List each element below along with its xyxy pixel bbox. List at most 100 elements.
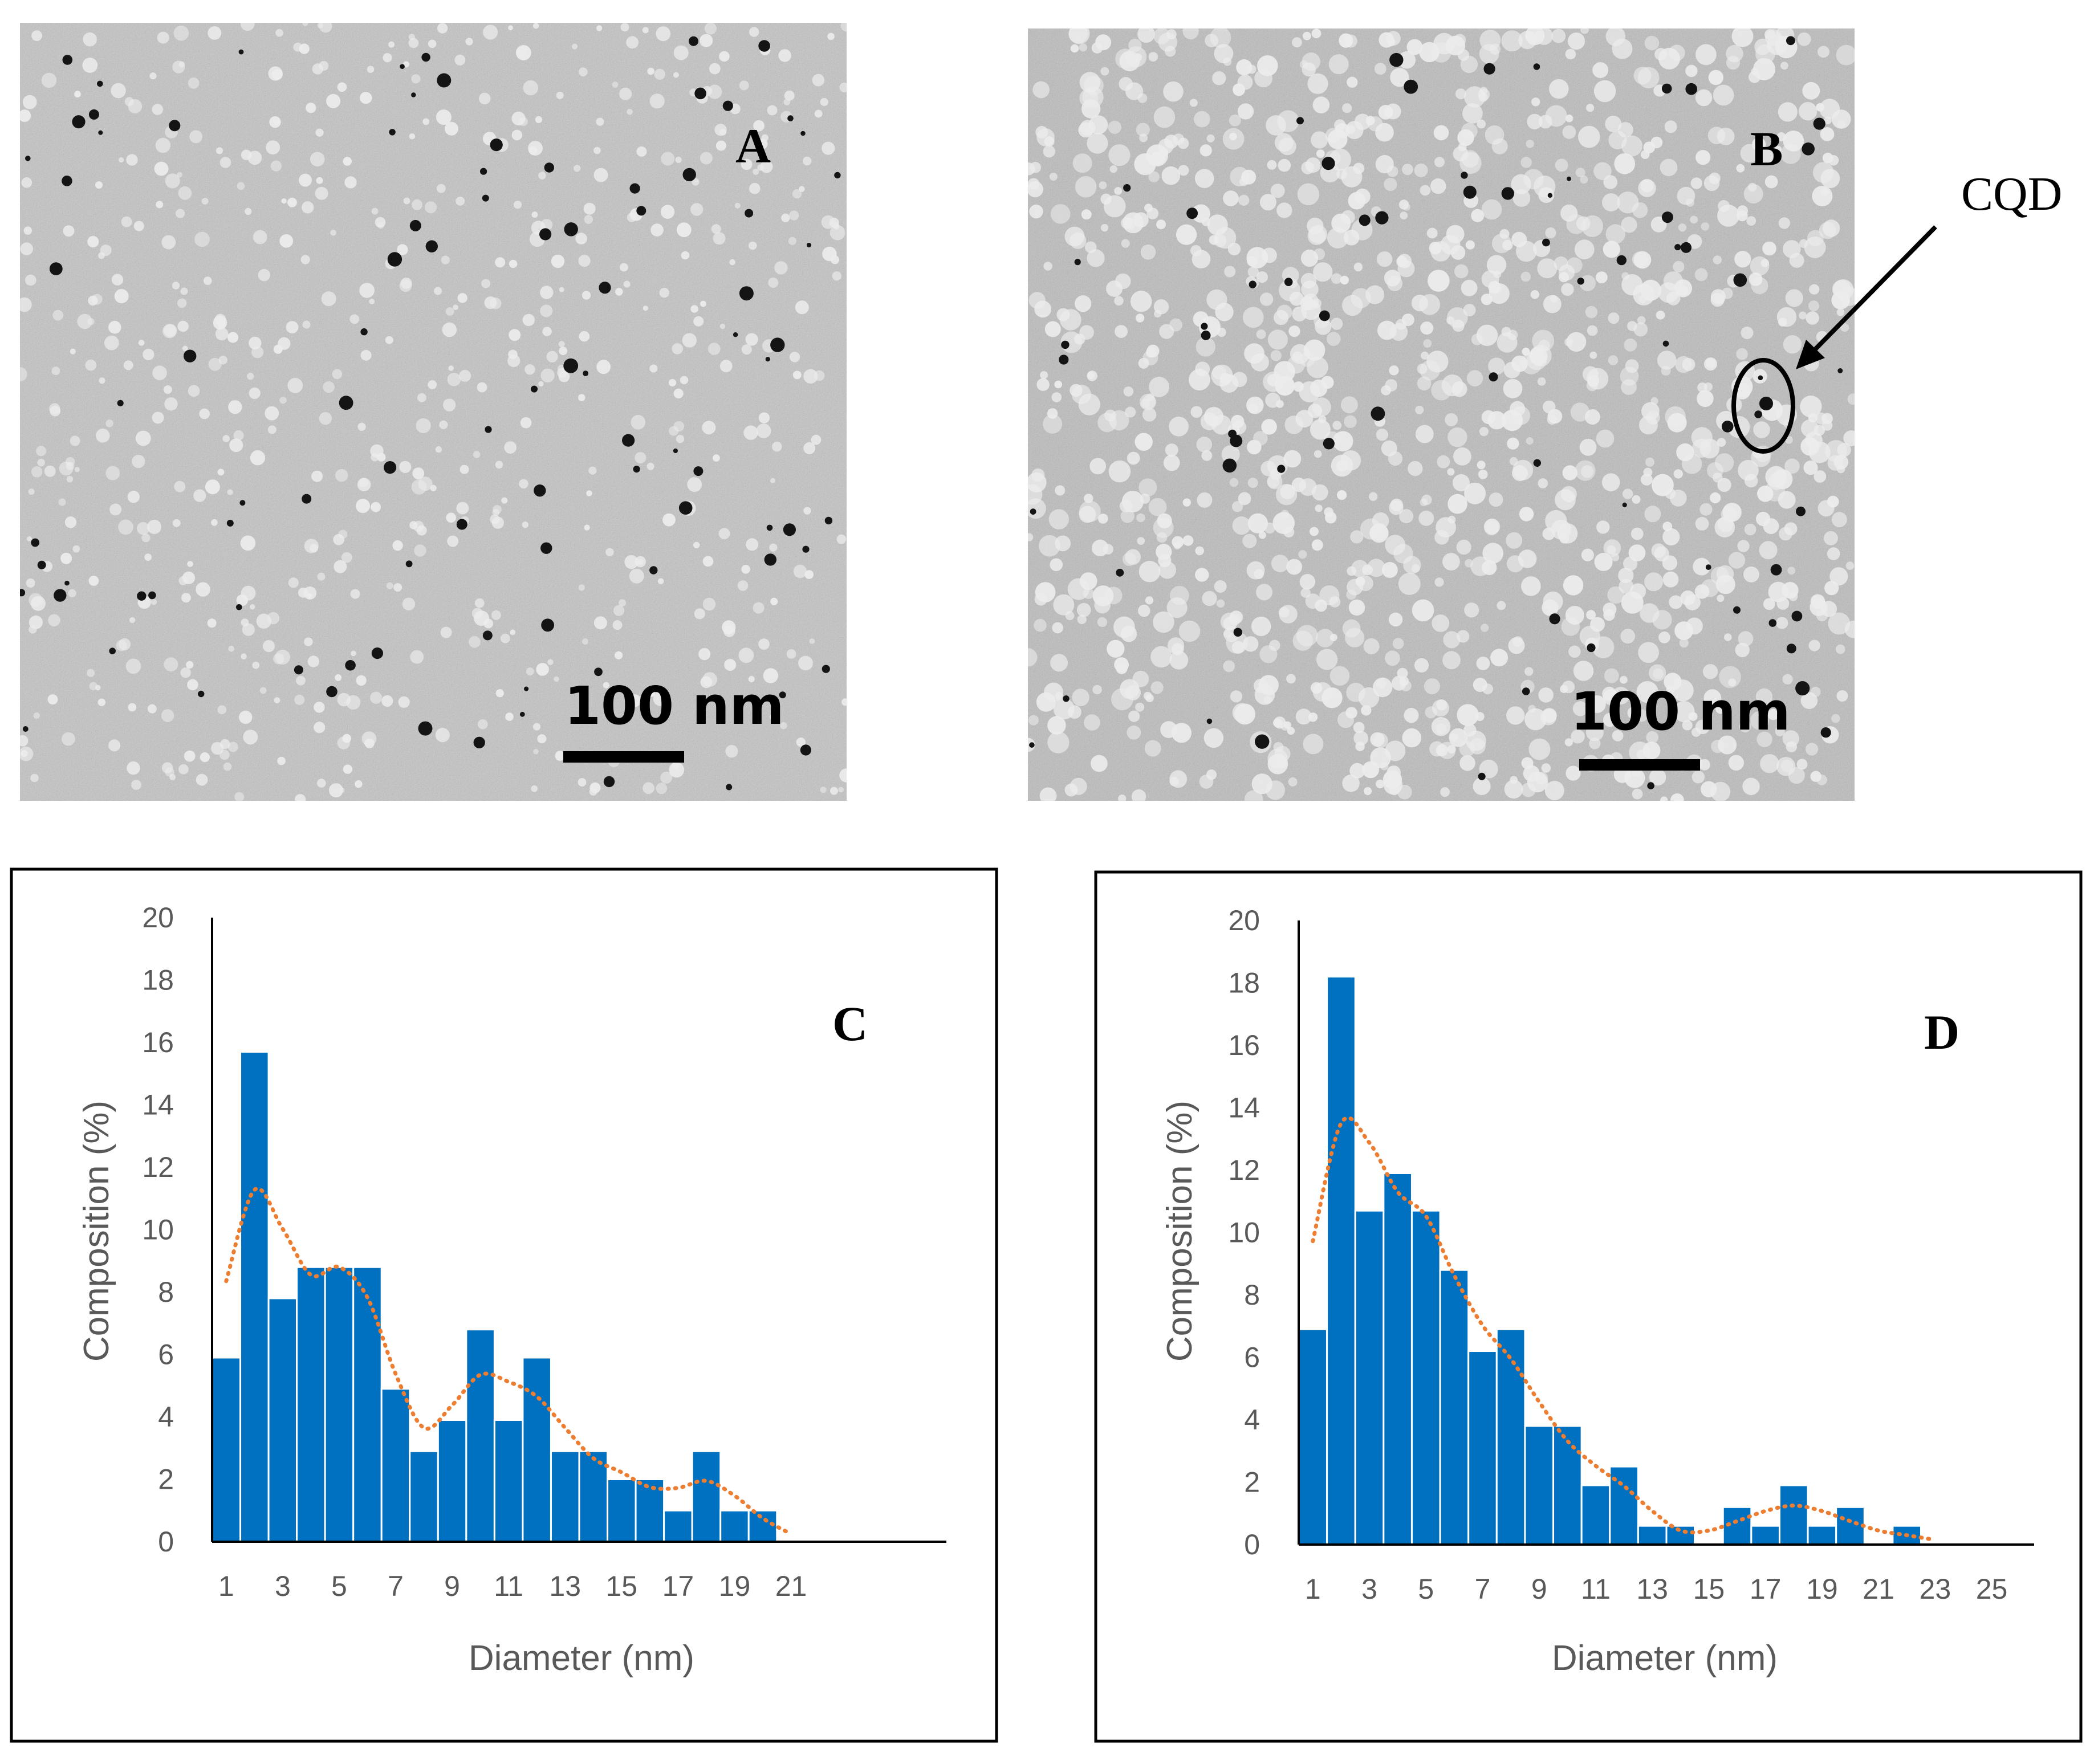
chart-c-frame [10, 867, 998, 1743]
chart-d-x-tick-labels: 1 3 5 7 9 11 13 15 17 19 21 23 25 [1305, 1573, 2007, 1605]
nanoparticle-dots-a [20, 23, 847, 801]
chart-d-x-tick-25: 25 [1976, 1573, 2008, 1605]
cqd-dot [1759, 397, 1773, 410]
chart-c-bar-14 [578, 1450, 609, 1543]
chart-d-y-tick-20: 20 [1228, 905, 1260, 936]
chart-d-bar-17 [1750, 1525, 1780, 1546]
chart-c-x-tick-17: 17 [662, 1570, 694, 1602]
scale-bar-b [1579, 759, 1700, 771]
chart-d-x-tick-3: 3 [1361, 1573, 1377, 1605]
chart-c-x-tick-5: 5 [331, 1570, 347, 1602]
chart-d-x-tick-11: 11 [1581, 1573, 1611, 1605]
chart-c-bar-7 [380, 1388, 411, 1543]
chart-d-x-axis-title: Diameter (nm) [1552, 1639, 1778, 1678]
chart-c-bar-4 [296, 1266, 326, 1543]
chart-c-y-tick-20: 20 [142, 902, 174, 934]
chart-c-x-tick-labels: 1 3 5 7 9 11 13 15 17 19 21 [218, 1570, 807, 1602]
chart-c-y-tick-14: 14 [142, 1089, 174, 1121]
chart-c-bar-17 [663, 1509, 693, 1543]
chart-d-bar-6 [1439, 1269, 1470, 1546]
chart-d-axes [1298, 920, 2034, 1546]
chart-c-x-tick-21: 21 [775, 1570, 807, 1602]
chart-c-y-tick-16: 16 [142, 1026, 174, 1058]
chart-c-bar-8 [409, 1450, 439, 1543]
panel-label-d: D [1924, 1005, 1959, 1060]
chart-d-bar-7 [1467, 1350, 1498, 1546]
chart-c-bars [211, 1050, 778, 1543]
chart-d-y-tick-4: 4 [1244, 1404, 1260, 1436]
chart-d-x-tick-5: 5 [1418, 1573, 1434, 1605]
chart-c-bar-9 [437, 1419, 467, 1543]
chart-c-y-tick-6: 6 [158, 1339, 174, 1371]
tem-image-a: A 100 nm [20, 23, 847, 801]
chart-c-x-tick-19: 19 [719, 1570, 751, 1602]
chart-d-y-tick-12: 12 [1228, 1154, 1260, 1186]
chart-d-y-tick-8: 8 [1244, 1279, 1260, 1311]
chart-d-bars [1298, 976, 1922, 1546]
chart-c-x-axis-title: Diameter (nm) [469, 1639, 694, 1678]
chart-c-bar-12 [522, 1356, 552, 1543]
nanoparticle-dots-b [1028, 28, 1855, 801]
chart-d-bar-14 [1665, 1525, 1696, 1546]
chart-c-bar-19 [719, 1509, 750, 1543]
chart-c-x-tick-1: 1 [218, 1570, 234, 1602]
chart-d-y-tick-10: 10 [1228, 1217, 1260, 1249]
chart-c-bar-6 [352, 1266, 383, 1543]
chart-d-bar-13 [1637, 1525, 1668, 1546]
chart-c-bar-5 [324, 1266, 355, 1543]
chart-c-axes [211, 918, 946, 1543]
panel-label-b: B [1750, 121, 1783, 176]
chart-c-trendline [224, 1186, 793, 1536]
chart-d-x-tick-9: 9 [1531, 1573, 1547, 1605]
scale-bar-label-a: 100 nm [564, 675, 784, 736]
chart-d-y-tick-6: 6 [1244, 1342, 1260, 1374]
cqd-arrow [1796, 225, 1937, 369]
chart-c-x-tick-11: 11 [494, 1570, 523, 1602]
chart-d-bar-2 [1326, 976, 1356, 1546]
chart-d-frame [1094, 870, 2083, 1743]
chart-c-y-tick-10: 10 [142, 1214, 174, 1246]
chart-d-x-tick-15: 15 [1693, 1573, 1725, 1605]
chart-d-x-tick-13: 13 [1636, 1573, 1668, 1605]
scale-bar-a [563, 751, 684, 763]
chart-c-x-tick-7: 7 [388, 1570, 404, 1602]
chart-d-y-tick-labels: 0 2 4 6 8 10 12 14 16 18 20 [1228, 905, 1260, 1561]
panel-label-c: C [832, 996, 868, 1051]
chart-d-x-tick-17: 17 [1750, 1573, 1782, 1605]
chart-d-x-tick-7: 7 [1475, 1573, 1491, 1605]
chart-d-bar-9 [1524, 1425, 1555, 1546]
chart-c-x-tick-15: 15 [605, 1570, 637, 1602]
chart-c-y-tick-2: 2 [158, 1464, 174, 1496]
chart-d-y-tick-16: 16 [1228, 1029, 1260, 1061]
chart-c-y-tick-12: 12 [142, 1151, 174, 1183]
chart-c-y-tick-18: 18 [142, 964, 174, 996]
chart-d-y-axis-title: Composition (%) [1160, 1101, 1200, 1362]
chart-c-bar-13 [550, 1450, 580, 1543]
chart-c-bar-18 [691, 1450, 722, 1543]
chart-c-x-tick-13: 13 [549, 1570, 581, 1602]
chart-d-y-tick-14: 14 [1228, 1092, 1260, 1124]
panel-label-a: A [735, 119, 771, 173]
chart-d-bar-18 [1778, 1484, 1809, 1546]
cqd-annotation-label: CQD [1961, 168, 2062, 221]
chart-c-y-tick-labels: 0 2 4 6 8 10 12 14 16 18 20 [142, 902, 174, 1558]
chart-d-y-tick-18: 18 [1228, 967, 1260, 999]
scale-bar-label-b: 100 nm [1571, 681, 1790, 742]
chart-d-bar-19 [1807, 1525, 1837, 1546]
chart-d-x-tick-1: 1 [1305, 1573, 1321, 1605]
chart-d-bar-3 [1354, 1209, 1385, 1546]
chart-d-y-tick-2: 2 [1244, 1466, 1260, 1498]
chart-d-bar-11 [1580, 1484, 1611, 1546]
chart-d-bar-5 [1410, 1209, 1441, 1546]
chart-d-bar-12 [1609, 1465, 1639, 1546]
chart-d-bar-4 [1383, 1172, 1413, 1546]
chart-d-y-tick-0: 0 [1244, 1529, 1260, 1561]
chart-d-bar-1 [1298, 1328, 1328, 1546]
chart-c-bar-1 [211, 1356, 242, 1543]
chart-c-bar-15 [607, 1478, 637, 1543]
chart-d-bar-20 [1835, 1506, 1865, 1546]
chart-c-y-axis-title: Composition (%) [77, 1101, 116, 1362]
chart-d-bar-8 [1495, 1328, 1526, 1546]
